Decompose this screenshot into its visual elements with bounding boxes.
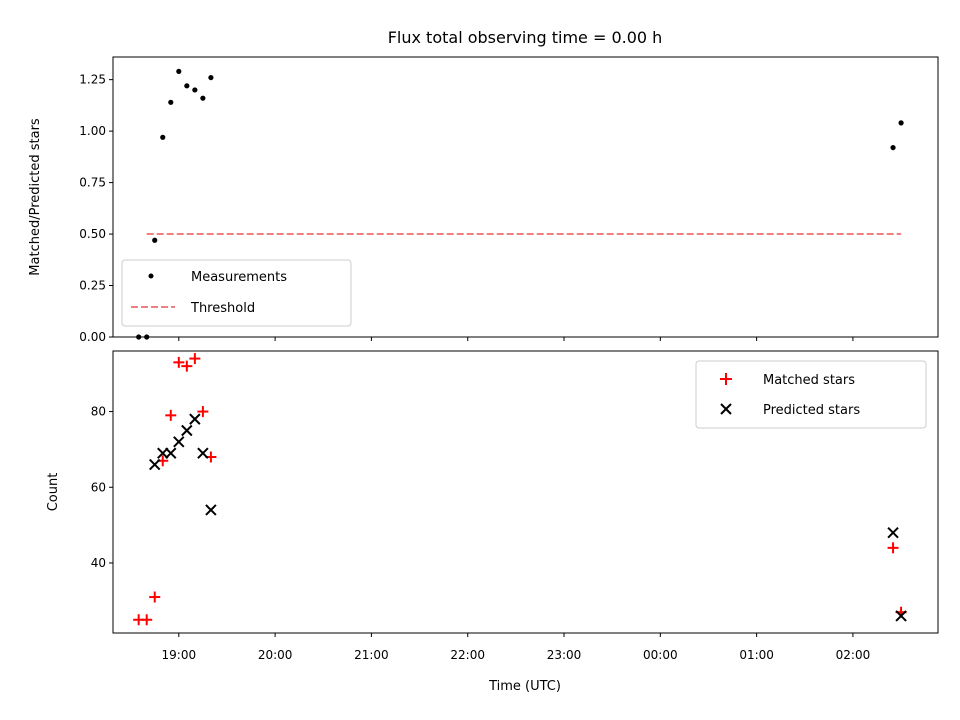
x-axis-label: Time (UTC): [488, 679, 561, 694]
matched-point: [181, 360, 193, 372]
measurement-point: [200, 95, 206, 101]
measurement-point: [208, 74, 214, 81]
matched-point: [197, 406, 209, 418]
top-plot-frame: [112, 56, 939, 338]
top-y-tick-label: 0.25: [79, 279, 106, 293]
predicted-point: [895, 610, 907, 622]
predicted-point: [173, 436, 185, 448]
matched-point: [887, 542, 899, 554]
top-panel: 0.00 0.25 0.50 0.75 1.00 1.25 Matched/Predict…: [28, 56, 939, 344]
predicted-point: [205, 504, 217, 516]
bottom-y-tick-label: 80: [91, 405, 106, 419]
bottom-x-tick-label: 20:00: [258, 648, 293, 662]
predicted-point: [189, 413, 201, 425]
measurement-point: [160, 134, 166, 140]
measurement-point: [168, 99, 174, 105]
legend-threshold-label: Threshold: [190, 301, 255, 316]
measurement-point: [890, 144, 896, 151]
bottom-y-tick-label: 60: [91, 480, 106, 494]
matched-point: [149, 591, 161, 603]
legend-measurements-label: Measurements: [191, 270, 287, 285]
predicted-point: [181, 424, 193, 437]
bottom-x-tick-label: 22:00: [450, 648, 485, 662]
top-plot-marks: [136, 68, 904, 340]
matched-point: [189, 353, 201, 365]
predicted-point: [197, 447, 209, 459]
bottom-legend: Matched stars Predicted stars: [695, 360, 927, 429]
legend-predicted-label: Predicted stars: [763, 403, 860, 418]
bottom-panel: 40 60 80 19:00 20:00 21:00 22:00 23:00 00:00 01:…: [46, 350, 939, 694]
measurement-point: [152, 237, 158, 243]
measurement-point: [898, 120, 904, 126]
top-y-tick-label: 0.75: [79, 176, 106, 190]
predicted-point: [149, 458, 161, 471]
bottom-x-tick-label: 00:00: [643, 648, 678, 662]
bottom-y-axis-label: Count: [46, 473, 61, 512]
top-legend: Measurements Threshold: [121, 259, 352, 327]
bottom-y-axis: 40 60 80: [91, 405, 113, 570]
matched-point: [165, 409, 177, 421]
bottom-x-tick-label: 21:00: [354, 648, 389, 662]
top-y-tick-label: 0.00: [79, 330, 106, 344]
legend-predicted-marker: [720, 403, 732, 415]
matched-point: [173, 356, 185, 368]
matched-point: [141, 614, 153, 626]
top-y-tick-label: 1.25: [79, 73, 106, 87]
bottom-plot-marks: [133, 353, 907, 626]
measurement-point: [192, 87, 198, 93]
predicted-point: [165, 447, 177, 459]
bottom-x-tick-label: 19:00: [162, 648, 197, 662]
legend-matched-marker: [720, 373, 732, 385]
bottom-x-axis: 19:00 20:00 21:00 22:00 23:00 00:00 01:00 02:00: [162, 633, 871, 662]
bottom-legend-box: [695, 360, 927, 429]
legend-measurements-marker: [148, 273, 154, 279]
bottom-y-tick-label: 40: [91, 556, 106, 570]
top-x-axis: [178, 337, 854, 341]
top-y-axis: 0.00 0.25 0.50 0.75 1.00 1.25: [79, 73, 113, 344]
bottom-x-tick-label: 02:00: [836, 648, 871, 662]
top-y-tick-label: 1.00: [79, 124, 106, 138]
predicted-point: [887, 526, 899, 539]
bottom-x-tick-label: 23:00: [547, 648, 582, 662]
measurement-point: [184, 83, 190, 89]
measurement-point: [176, 68, 182, 75]
chart-title: Flux total observing time = 0.00 h: [388, 28, 663, 47]
bottom-x-tick-label: 01:00: [739, 648, 774, 662]
top-legend-box: [121, 259, 352, 327]
top-y-tick-label: 0.50: [79, 227, 106, 241]
top-y-axis-label: Matched/Predicted stars: [28, 118, 43, 276]
bottom-plot-frame: [112, 350, 939, 634]
legend-matched-label: Matched stars: [763, 373, 855, 388]
